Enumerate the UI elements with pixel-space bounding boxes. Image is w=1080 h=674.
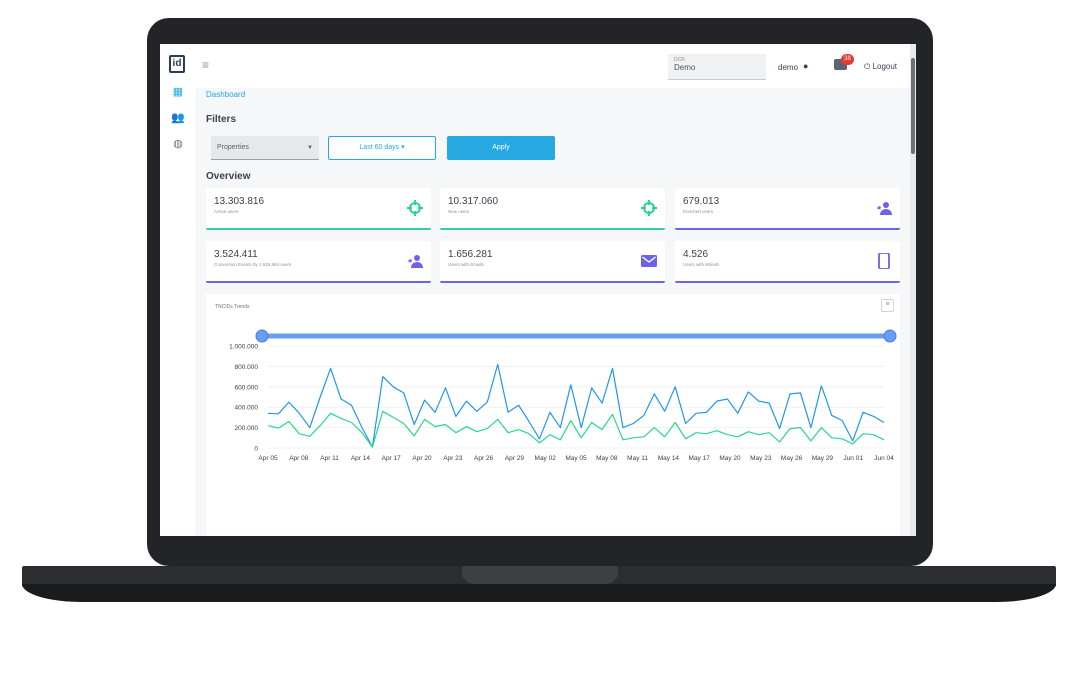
x-tick-label: May 14 <box>658 455 680 462</box>
y-tick-label: 1.000.000 <box>229 344 258 351</box>
series-line-1 <box>267 363 885 448</box>
stat-value: 13.303.816 <box>214 196 265 207</box>
dcr-select[interactable]: DCR Demo <box>668 54 766 80</box>
x-tick-label: May 17 <box>689 455 711 462</box>
star-user-icon <box>408 255 423 268</box>
y-tick-label: 400.000 <box>235 405 259 412</box>
stat-card-new-users: 10.317.060 New users <box>440 188 665 230</box>
date-range-button[interactable]: Last 60 days ▾ <box>328 136 436 160</box>
x-tick-label: May 05 <box>565 455 587 462</box>
stat-label: Users with Msisdn <box>683 262 720 267</box>
app-screen: id ▦ 👥 ◍ ≡ DCR Demo demo ● 38 ⏻ Logout D… <box>160 44 916 536</box>
scrollbar-thumb[interactable] <box>911 58 915 154</box>
trends-chart: 1.000.000800.000600.000400.000200.0000Ap… <box>229 329 897 462</box>
overview-title: Overview <box>206 171 251 182</box>
x-tick-label: Apr 20 <box>412 455 432 462</box>
sidebar: id ▦ 👥 ◍ <box>160 44 197 536</box>
users-icon[interactable]: 👥 <box>171 112 185 124</box>
stat-label: Enriched users <box>683 209 714 214</box>
stat-value: 10.317.060 <box>448 196 499 207</box>
chart-menu-icon[interactable]: ≡ <box>881 299 894 312</box>
x-tick-label: May 02 <box>535 455 557 462</box>
logout-button[interactable]: ⏻ Logout <box>864 62 897 72</box>
range-slider-handle-right[interactable] <box>883 329 897 343</box>
notification-badge: 38 <box>841 54 854 65</box>
star-user-icon <box>877 202 892 215</box>
stat-label: New users <box>448 209 470 214</box>
stat-value: 3.524.411 <box>214 249 258 260</box>
user-icon[interactable]: ● <box>803 61 809 71</box>
x-tick-label: Apr 05 <box>258 455 278 462</box>
y-tick-label: 200.000 <box>235 425 259 432</box>
x-tick-label: Apr 29 <box>505 455 525 462</box>
x-tick-label: Apr 11 <box>320 455 339 462</box>
crosshair-icon <box>641 200 657 216</box>
properties-placeholder: Properties <box>217 144 249 151</box>
date-range-label: Last 60 days <box>359 144 400 151</box>
dcr-label: DCR <box>674 57 685 63</box>
mail-icon <box>641 255 657 267</box>
stat-label: Active users <box>214 209 239 214</box>
stat-card-enriched-users: 679.013 Enriched users <box>675 188 900 230</box>
notification-icon[interactable] <box>834 59 847 70</box>
power-icon: ⏻ <box>864 62 871 71</box>
top-bar: ≡ DCR Demo demo ● 38 ⏻ Logout <box>196 44 910 88</box>
stat-card-active-users: 13.303.816 Active users <box>206 188 431 230</box>
stat-card-users-with-emails: 1.656.281 Users with Emails <box>440 241 665 283</box>
x-tick-label: Jun 04 <box>874 455 894 462</box>
chevron-down-icon: ▼ <box>307 145 313 151</box>
y-tick-label: 0 <box>254 446 258 453</box>
filters-title: Filters <box>206 114 237 125</box>
x-tick-label: May 23 <box>750 455 772 462</box>
stat-value: 4.526 <box>683 249 709 260</box>
dcr-value: Demo <box>674 63 696 72</box>
user-name[interactable]: demo <box>778 63 799 72</box>
range-slider-handle-left[interactable] <box>255 329 269 343</box>
properties-select[interactable]: Properties ▼ <box>211 136 319 160</box>
series-line-2 <box>267 410 885 448</box>
palette-icon[interactable]: ◍ <box>173 138 183 150</box>
x-tick-label: May 20 <box>719 455 741 462</box>
x-tick-label: May 29 <box>812 455 834 462</box>
phone-icon <box>878 253 890 269</box>
x-tick-label: Apr 17 <box>382 455 402 462</box>
x-tick-label: Apr 14 <box>351 455 371 462</box>
laptop-base-bottom <box>22 584 1056 602</box>
y-tick-label: 800.000 <box>235 364 259 371</box>
stat-value: 679.013 <box>683 196 720 207</box>
logout-label: Logout <box>872 62 898 71</box>
x-tick-label: May 08 <box>596 455 618 462</box>
x-tick-label: May 26 <box>781 455 803 462</box>
x-tick-label: May 11 <box>627 455 648 462</box>
laptop-notch <box>462 566 618 584</box>
x-tick-label: Jun 01 <box>843 455 863 462</box>
stat-card-conversion-events: 3.524.411 Conversion Events by 1.625.884… <box>206 241 431 283</box>
stat-value: 1.656.281 <box>448 249 493 260</box>
y-tick-label: 600.000 <box>235 384 259 391</box>
chevron-down-icon: ▾ <box>401 144 405 151</box>
stat-label: Conversion Events by 1.625.884 users <box>214 262 292 267</box>
dashboard-icon[interactable]: ▦ <box>172 86 184 98</box>
app-logo[interactable]: id <box>169 55 185 73</box>
x-tick-label: Apr 23 <box>443 455 463 462</box>
apply-button[interactable]: Apply <box>447 136 555 160</box>
crosshair-icon <box>407 200 423 216</box>
menu-icon[interactable]: ≡ <box>202 58 210 72</box>
trends-chart-panel: 1.000.000 800.000 600.000 400.000 200.000 0 Ap… <box>206 294 900 536</box>
breadcrumb[interactable]: Dashboard <box>206 90 246 99</box>
x-tick-label: Apr 08 <box>289 455 309 462</box>
scrollbar[interactable] <box>910 44 916 536</box>
stat-label: Users with Emails <box>448 262 484 267</box>
stat-card-users-with-msisdn: 4.526 Users with Msisdn <box>675 241 900 283</box>
chart-title: TNCIDs Trends <box>215 304 250 310</box>
x-tick-label: Apr 26 <box>474 455 494 462</box>
